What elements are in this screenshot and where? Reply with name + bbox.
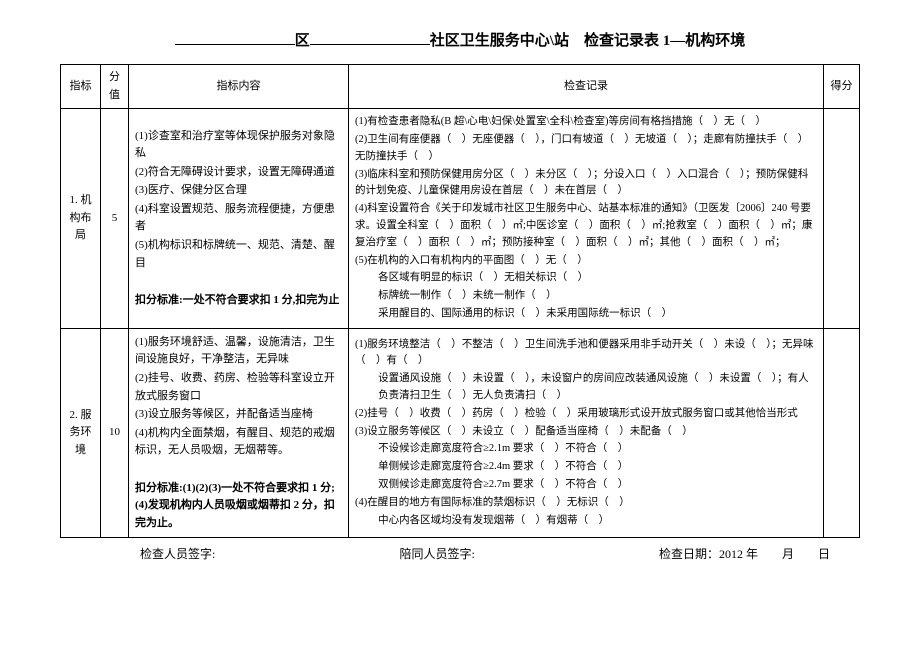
record-line: 标牌统一制作（ ）未统一制作（ ） <box>355 288 817 305</box>
content-line: (4)机构内全面禁烟，有醒目、规范的戒烟标识，无人员吸烟，无烟蒂等。 <box>135 425 342 460</box>
page-title: 区 社区卫生服务中心\站 检查记录表 1—机构环境 <box>60 30 860 52</box>
record-line: 各区域有明显的标识（ ）无相关标识（ ） <box>355 270 817 287</box>
deduction-rule: 扣分标准:(1)(2)(3)一处不符合要求扣 1 分; (4)发现机构内人员吸烟… <box>135 480 342 533</box>
score-cell: 10 <box>101 328 129 538</box>
record-line: (4)在醒目的地方有国际标准的禁烟标识（ ）无标识（ ） <box>355 495 817 512</box>
content-line: (1)服务环境舒适、温馨，设施清洁，卫生间设施良好，干净整洁，无异味 <box>135 334 342 369</box>
record-line: 双侧候诊走廊宽度符合≥2.7m 要求（ ）不符合（ ） <box>355 477 817 494</box>
record-line: (2)卫生间有座便器（ ）无座便器（ ），门口有坡道（ ）无坡道（ ）；走廊有防… <box>355 132 817 166</box>
title-blank-2 <box>310 30 430 45</box>
record-line: (3)临床科室和预防保健用房分区（ ）未分区（ ）；分设入口（ ）入口混合（ ）… <box>355 167 817 201</box>
deduction-rule: 扣分标准:一处不符合要求扣 1 分,扣完为止 <box>135 292 342 310</box>
got-score-cell <box>824 109 860 329</box>
record-line: 单侧候诊走廊宽度符合≥2.4m 要求（ ）不符合（ ） <box>355 459 817 476</box>
indicator-cell: 1. 机构布局 <box>61 109 101 329</box>
content-line: (2)符合无障碍设计要求，设置无障碍通道 <box>135 164 342 182</box>
header-indicator: 指标 <box>61 65 101 109</box>
header-record: 检查记录 <box>349 65 824 109</box>
header-got: 得分 <box>824 65 860 109</box>
content-cell: (1)诊查室和治疗室等体现保护服务对象隐私(2)符合无障碍设计要求，设置无障碍通… <box>129 109 349 329</box>
content-line: (2)挂号、收费、药房、检验等科室设立开放式服务窗口 <box>135 370 342 405</box>
record-line: (1)有检查患者隐私(B 超\心电\妇保\处置室\全科\检查室)等房间有格挡措施… <box>355 114 817 131</box>
inspection-table: 指标 分值 指标内容 检查记录 得分 1. 机构布局5(1)诊查室和治疗室等体现… <box>60 64 860 538</box>
title-blank-1 <box>175 30 295 45</box>
record-line: (5)在机构的入口有机构内的平面图（ ）无（ ） <box>355 253 817 270</box>
record-line: (3)设立服务等候区（ ）未设立（ ）配备适当座椅（ ）未配备（ ） <box>355 424 817 441</box>
indicator-cell: 2. 服务环境 <box>61 328 101 538</box>
content-line: (1)诊查室和治疗室等体现保护服务对象隐私 <box>135 128 342 163</box>
record-cell: (1)有检查患者隐私(B 超\心电\妇保\处置室\全科\检查室)等房间有格挡措施… <box>349 109 824 329</box>
content-line: (5)机构标识和标牌统一、规范、清楚、醒目 <box>135 237 342 272</box>
record-line: 设置通风设施（ ）未设置（ ），未设窗户的房间应改装通风设施（ ）未设置（ ）；… <box>355 371 817 405</box>
footer-date: 检查日期：2012 年 月 日 <box>659 546 830 563</box>
record-line: 采用醒目的、国际通用的标识（ ）未采用国际统一标识（ ） <box>355 306 817 323</box>
content-line: (3)设立服务等候区，并配备适当座椅 <box>135 406 342 424</box>
footer-sign1: 检查人员签字: <box>140 546 215 563</box>
table-header-row: 指标 分值 指标内容 检查记录 得分 <box>61 65 860 109</box>
record-line: (2)挂号（ ）收费（ ）药房（ ）检验（ ）采用玻璃形式设开放式服务窗口或其他… <box>355 406 817 423</box>
footer-sign2: 陪同人员签字: <box>399 546 474 563</box>
got-score-cell <box>824 328 860 538</box>
content-line: (4)科室设置规范、服务流程便捷，方便患者 <box>135 201 342 236</box>
district-label: 区 <box>295 33 310 49</box>
score-cell: 5 <box>101 109 129 329</box>
content-cell: (1)服务环境舒适、温馨，设施清洁，卫生间设施良好，干净整洁，无异味(2)挂号、… <box>129 328 349 538</box>
header-content: 指标内容 <box>129 65 349 109</box>
table-row: 2. 服务环境10(1)服务环境舒适、温馨，设施清洁，卫生间设施良好，干净整洁，… <box>61 328 860 538</box>
record-line: (1)服务环境整洁（ ）不整洁（ ）卫生间洗手池和便器采用非手动开关（ ）未设（… <box>355 337 817 371</box>
record-line: (4)科室设置符合《关于印发城市社区卫生服务中心、站基本标准的通知》（卫医发〔2… <box>355 201 817 251</box>
record-cell: (1)服务环境整洁（ ）不整洁（ ）卫生间洗手池和便器采用非手动开关（ ）未设（… <box>349 328 824 538</box>
record-line: 不设候诊走廊宽度符合≥2.1m 要求（ ）不符合（ ） <box>355 441 817 458</box>
title-text: 社区卫生服务中心\站 检查记录表 1—机构环境 <box>430 33 745 49</box>
table-row: 1. 机构布局5(1)诊查室和治疗室等体现保护服务对象隐私(2)符合无障碍设计要… <box>61 109 860 329</box>
record-line: 中心内各区域均没有发现烟蒂（ ）有烟蒂（ ） <box>355 513 817 530</box>
content-line: (3)医疗、保健分区合理 <box>135 182 342 200</box>
footer-row: 检查人员签字: 陪同人员签字: 检查日期：2012 年 月 日 <box>60 546 860 563</box>
header-score: 分值 <box>101 65 129 109</box>
